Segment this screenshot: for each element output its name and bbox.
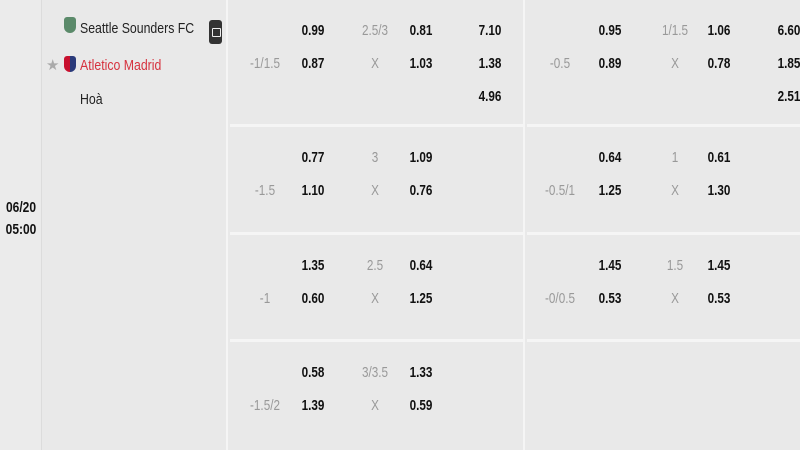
over-under-x-label: X xyxy=(671,55,679,72)
over-odds[interactable]: 0.81 xyxy=(409,22,433,39)
handicap-home-odds[interactable]: 0.99 xyxy=(301,22,325,39)
over-under-line: 2.5 xyxy=(366,257,384,274)
under-odds[interactable]: 1.03 xyxy=(409,55,433,72)
over-under-x-label: X xyxy=(371,182,379,199)
over-under-line: 2.5/3 xyxy=(361,22,389,39)
over-odds[interactable]: 0.64 xyxy=(409,257,433,274)
handicap-home-odds[interactable]: 0.64 xyxy=(598,149,622,166)
handicap-away-odds[interactable]: 0.87 xyxy=(301,55,325,72)
favorite-star-icon[interactable]: ★ xyxy=(46,57,60,74)
handicap-line: -0/0.5 xyxy=(545,290,575,307)
handicap-line: -1/1.5 xyxy=(250,55,280,72)
handicap-line: -1 xyxy=(259,290,271,307)
under-odds[interactable]: 0.76 xyxy=(409,182,433,199)
home-team[interactable]: Seattle Sounders FC xyxy=(80,20,195,37)
handicap-away-odds[interactable]: 1.39 xyxy=(301,397,325,414)
odds-row: -0/0.5 1.45 0.53 1.5 X 1.45 0.53 xyxy=(527,235,800,342)
handicap-line: -0.5 xyxy=(549,55,571,72)
over-odds[interactable]: 1.06 xyxy=(707,22,731,39)
away-team[interactable]: Atletico Madrid xyxy=(80,57,162,74)
odds-row: -0.5/1 0.64 1.25 1 X 0.61 1.30 xyxy=(527,127,800,235)
half-time-odds: -0.5 0.95 0.89 1/1.5 X 1.06 0.78 6.60 1.85 2.51 -0… xyxy=(527,0,800,450)
seattle-crest-icon xyxy=(64,17,76,33)
over-under-x-label: X xyxy=(671,290,679,307)
over-odds[interactable]: 1.45 xyxy=(707,257,731,274)
handicap-away-odds[interactable]: 1.25 xyxy=(598,182,622,199)
handicap-home-odds[interactable]: 0.77 xyxy=(301,149,325,166)
over-under-line: 3/3.5 xyxy=(361,364,389,381)
handicap-away-odds[interactable]: 0.89 xyxy=(598,55,622,72)
over-under-x-label: X xyxy=(371,290,379,307)
over-under-x-label: X xyxy=(671,182,679,199)
handicap-away-odds[interactable]: 0.60 xyxy=(301,290,325,307)
over-under-x-label: X xyxy=(371,55,379,72)
atletico-crest-icon xyxy=(64,56,76,72)
over-odds[interactable]: 1.33 xyxy=(409,364,433,381)
handicap-away-odds[interactable]: 0.53 xyxy=(598,290,622,307)
under-odds[interactable]: 1.25 xyxy=(409,290,433,307)
1x2-odds[interactable]: 1.38 xyxy=(478,55,502,72)
match-time: 05:00 xyxy=(5,221,37,238)
under-odds[interactable]: 0.53 xyxy=(707,290,731,307)
over-odds[interactable]: 0.61 xyxy=(707,149,731,166)
handicap-line: -1.5/2 xyxy=(250,397,280,414)
1x2-odds[interactable]: 2.51 xyxy=(777,88,800,105)
handicap-home-odds[interactable]: 0.95 xyxy=(598,22,622,39)
odds-row: -1 1.35 0.60 2.5 X 0.64 1.25 xyxy=(230,235,523,342)
over-under-line: 1.5 xyxy=(666,257,684,274)
over-under-x-label: X xyxy=(371,397,379,414)
odds-row: -1/1.5 0.99 0.87 2.5/3 X 0.81 1.03 7.10 1.38 4.96 xyxy=(230,0,523,127)
handicap-away-odds[interactable]: 1.10 xyxy=(301,182,325,199)
under-odds[interactable]: 0.59 xyxy=(409,397,433,414)
odds-row: -1.5 0.77 1.10 3 X 1.09 0.76 xyxy=(230,127,523,235)
1x2-odds[interactable]: 4.96 xyxy=(478,88,502,105)
handicap-line: -0.5/1 xyxy=(545,182,575,199)
handicap-home-odds[interactable]: 0.58 xyxy=(301,364,325,381)
over-under-line: 1 xyxy=(671,149,679,166)
over-odds[interactable]: 1.09 xyxy=(409,149,433,166)
handicap-home-odds[interactable]: 1.35 xyxy=(301,257,325,274)
handicap-home-odds[interactable]: 1.45 xyxy=(598,257,622,274)
kickoff-time: 06/20 05:00 xyxy=(4,197,38,241)
handicap-line: -1.5 xyxy=(254,182,276,199)
odds-row: -1.5/2 0.58 1.39 3/3.5 X 1.33 0.59 xyxy=(230,342,523,450)
kickoff-column: 06/20 05:00 xyxy=(0,0,42,450)
stats-icon[interactable] xyxy=(209,20,222,44)
draw-label: Hoà xyxy=(80,91,103,108)
match-date: 06/20 xyxy=(5,199,37,216)
1x2-odds[interactable]: 7.10 xyxy=(478,22,502,39)
full-time-odds: -1/1.5 0.99 0.87 2.5/3 X 0.81 1.03 7.10 1.38 4.96… xyxy=(230,0,525,450)
odds-row: -0.5 0.95 0.89 1/1.5 X 1.06 0.78 6.60 1.85 2.51 xyxy=(527,0,800,127)
over-under-line: 1/1.5 xyxy=(661,22,689,39)
teams-column: Seattle Sounders FC ★ Atletico Madrid Ho… xyxy=(42,0,228,450)
1x2-odds[interactable]: 6.60 xyxy=(777,22,800,39)
1x2-odds[interactable]: 1.85 xyxy=(777,55,800,72)
under-odds[interactable]: 0.78 xyxy=(707,55,731,72)
under-odds[interactable]: 1.30 xyxy=(707,182,731,199)
over-under-line: 3 xyxy=(371,149,379,166)
